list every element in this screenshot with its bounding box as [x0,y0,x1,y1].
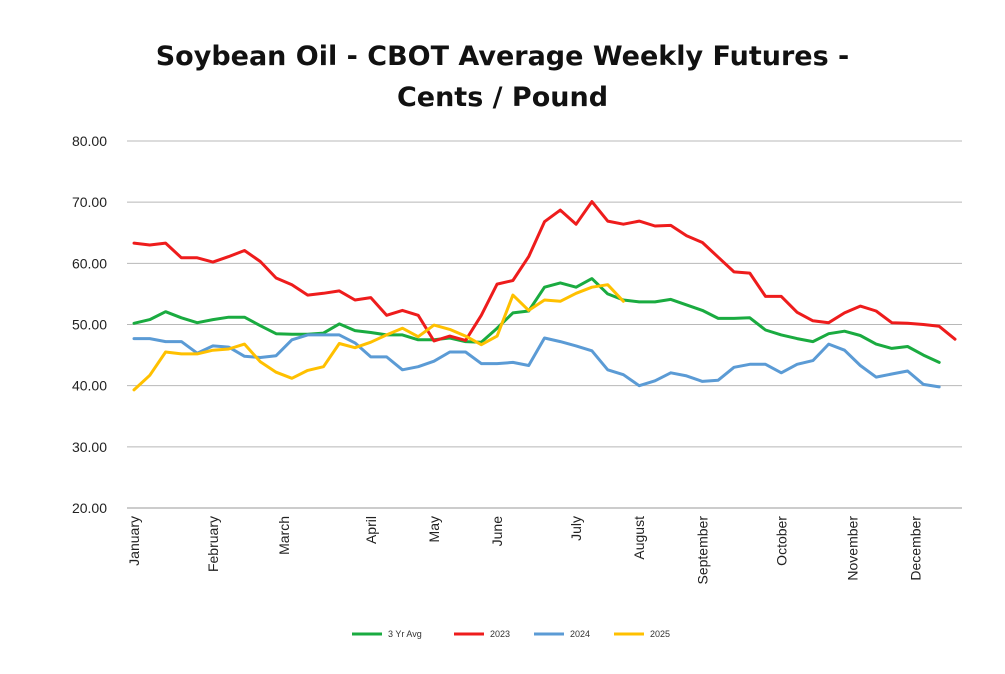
x-tick-label: November [844,516,860,581]
y-tick-label: 60.00 [72,255,107,271]
chart-title-line-1: Soybean Oil - CBOT Average Weekly Future… [155,41,850,72]
x-tick-label: September [694,516,710,585]
y-tick-label: 30.00 [72,439,107,455]
chart-title: Soybean Oil - CBOT Average Weekly Future… [0,36,1005,118]
chart-title-line-2: Cents / Pound [396,82,609,113]
y-tick-label: 40.00 [72,378,107,394]
x-tick-label: January [126,516,142,566]
x-tick-label: April [363,516,379,544]
series-line-2025 [132,283,625,392]
y-axis-tick-labels: 80.00 70.00 60.00 50.00 40.00 30.00 20.00 [72,133,107,516]
legend-label: 2024 [570,629,590,639]
x-axis-month-labels: January February March April May June July Augu… [126,516,924,585]
x-tick-label: July [568,516,584,541]
y-tick-label: 20.00 [72,500,107,516]
x-tick-label: February [205,516,221,572]
x-tick-label: October [773,516,789,566]
y-tick-label: 80.00 [72,133,107,149]
x-tick-label: March [276,516,292,555]
x-tick-label: June [489,516,505,547]
legend-label: 2025 [650,629,670,639]
x-tick-label: May [426,516,442,542]
y-tick-label: 70.00 [72,194,107,210]
gridlines [127,140,962,509]
legend-label: 3 Yr Avg [388,629,422,639]
series-line-2023 [132,200,957,343]
legend: 3 Yr Avg 2023 2024 2025 [352,629,670,639]
x-tick-label: December [908,516,924,581]
series-line-3-yr-avg [132,277,941,364]
series-line-2024 [132,333,941,389]
legend-label: 2023 [490,629,510,639]
x-tick-label: August [631,516,647,560]
y-tick-label: 50.00 [72,317,107,333]
series-lines [132,200,957,392]
